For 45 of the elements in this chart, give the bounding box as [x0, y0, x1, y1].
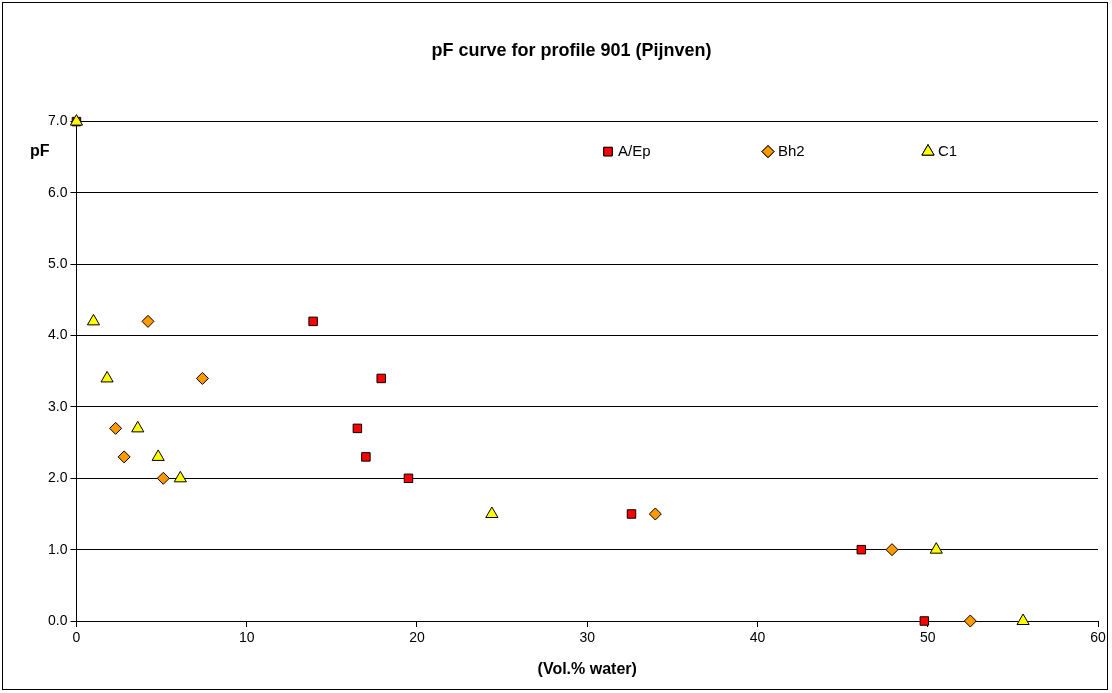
point — [173, 470, 187, 483]
y-axis-title: pF — [30, 142, 50, 160]
x-tick-label: 60 — [1090, 629, 1106, 646]
y-tick-label: 0.0 — [47, 611, 68, 628]
point — [929, 542, 943, 554]
point — [151, 449, 165, 461]
point — [117, 450, 131, 464]
chart-title: pF curve for profile 901 (Pijnven) — [431, 39, 712, 60]
point — [195, 371, 209, 385]
point — [403, 473, 414, 484]
point — [1016, 613, 1030, 625]
y-tick-label: 7.0 — [47, 112, 68, 129]
y-tick-label: 5.0 — [47, 255, 68, 272]
point — [308, 316, 318, 327]
x-tick-label: 50 — [919, 629, 936, 646]
point — [86, 313, 101, 326]
y-tick-label: 2.0 — [47, 469, 68, 486]
point — [141, 314, 155, 328]
x-tick-label: 10 — [238, 629, 255, 646]
legend-label: C1 — [938, 141, 958, 159]
legend-label: Bh2 — [778, 141, 805, 159]
point — [626, 509, 637, 519]
point — [885, 543, 899, 557]
point — [156, 471, 170, 485]
legend-label: A/Ep — [618, 141, 651, 159]
point — [963, 614, 977, 628]
point — [131, 420, 145, 433]
point — [376, 373, 386, 384]
y-tick-label: 1.0 — [47, 540, 68, 557]
point — [919, 616, 930, 626]
y-tick-label: 4.0 — [47, 326, 68, 343]
point — [648, 507, 662, 521]
y-tick-label: 6.0 — [47, 183, 68, 200]
x-tick-label: 20 — [409, 629, 425, 646]
y-tick-label: 3.0 — [47, 397, 68, 414]
point — [352, 423, 363, 434]
x-axis-title: (Vol.% water) — [537, 659, 637, 677]
x-tick-label: 30 — [579, 629, 596, 646]
point — [361, 452, 371, 462]
point — [109, 421, 123, 435]
x-tick-label: 40 — [749, 629, 766, 646]
point — [856, 544, 867, 555]
x-tick-label: 0 — [72, 629, 81, 646]
point — [100, 370, 114, 383]
point — [485, 506, 499, 518]
